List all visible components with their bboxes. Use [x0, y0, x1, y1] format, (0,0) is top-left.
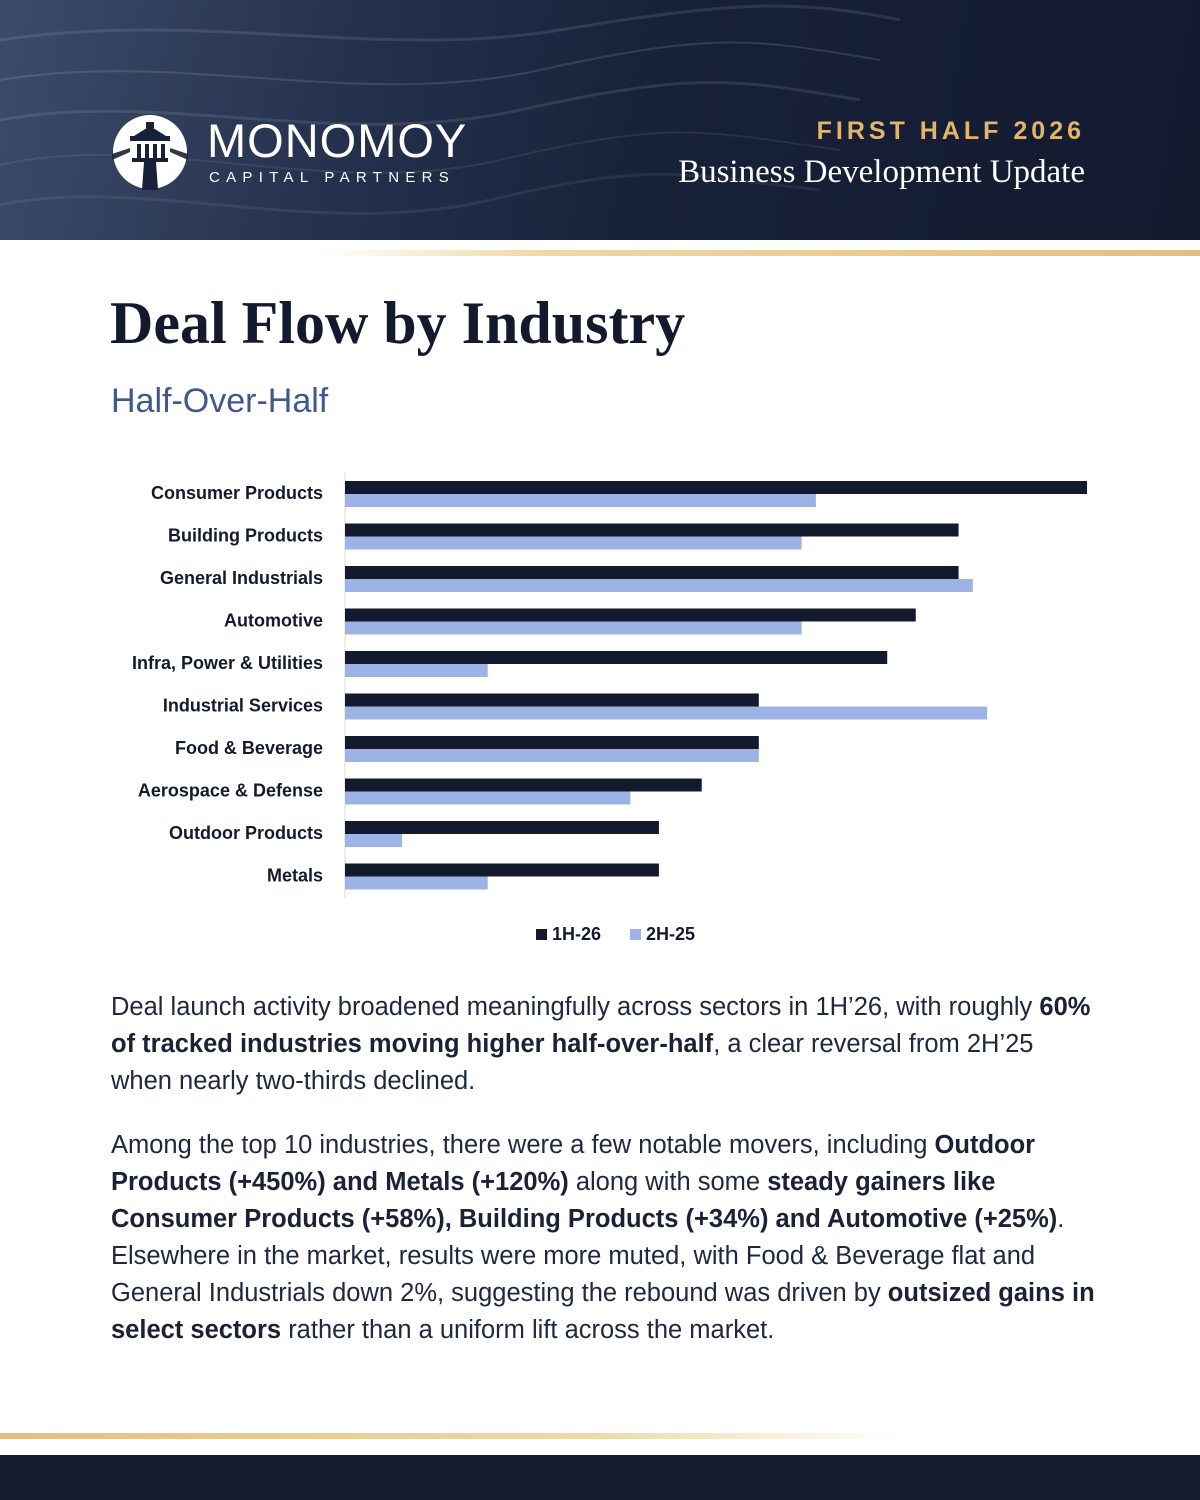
text-run: . Elsewhere in the market, results were … — [111, 1205, 1065, 1307]
category-label: Consumer Products — [151, 483, 323, 503]
category-label: General Industrials — [160, 568, 323, 588]
category-label: Metals — [267, 866, 323, 886]
category-label: Industrial Services — [163, 696, 323, 716]
category-label: Infra, Power & Utilities — [132, 653, 323, 673]
bar-2h-25-3 — [345, 621, 802, 635]
bar-2h-25-4 — [345, 664, 488, 677]
gold-divider-top — [320, 250, 1200, 256]
bar-1h-26-1 — [345, 523, 959, 537]
report-title: Business Development Update — [678, 154, 1085, 190]
legend-swatch-1 — [630, 929, 641, 940]
gold-divider-bottom — [0, 1433, 1200, 1439]
category-label: Automotive — [224, 611, 323, 631]
bar-1h-26-5 — [345, 693, 759, 707]
bold-text: 60% of tracked industries moving higher … — [111, 993, 1091, 1058]
bar-2h-25-6 — [345, 749, 759, 762]
bar-1h-26-9 — [345, 863, 659, 877]
legend-label-1: 2H-25 — [646, 924, 695, 944]
bar-2h-25-0 — [345, 494, 816, 507]
report-period: FIRST HALF 2026 — [816, 117, 1085, 145]
legend-label-0: 1H-26 — [552, 924, 601, 944]
summary-paragraph-2: Among the top 10 industries, there were … — [111, 1127, 1101, 1349]
bold-text: outsized gains in select sectors — [111, 1279, 1095, 1344]
header-banner: MONOMOY CAPITAL PARTNERS FIRST HALF 2026… — [0, 0, 1200, 240]
category-label: Building Products — [168, 526, 323, 546]
bar-2h-25-1 — [345, 536, 802, 550]
bar-2h-25-2 — [345, 579, 973, 592]
legend-swatch-0 — [536, 929, 547, 940]
category-label: Aerospace & Defense — [138, 781, 323, 801]
page-title: Deal Flow by Industry — [110, 290, 686, 356]
bar-2h-25-5 — [345, 706, 988, 720]
bar-1h-26-2 — [345, 566, 959, 579]
deal-flow-bar-chart: Consumer Products Building Products Genera… — [132, 472, 1087, 944]
text-run: Among the top 10 industries, there were … — [111, 1131, 935, 1159]
summary-paragraph-1: Deal launch activity broadened meaningfu… — [111, 989, 1101, 1100]
page-subtitle: Half-Over-Half — [111, 382, 329, 420]
bold-text: steady gainers like Consumer Products (+… — [111, 1168, 1058, 1233]
category-label: Food & Beverage — [175, 738, 323, 758]
category-label: Outdoor Products — [169, 823, 323, 843]
bar-1h-26-0 — [345, 481, 1087, 494]
brand-name: MONOMOY — [207, 114, 468, 167]
text-run: rather than a uniform lift across the ma… — [281, 1316, 775, 1344]
footer-bar — [0, 1455, 1200, 1500]
lighthouse-logo-icon — [112, 115, 188, 190]
bar-2h-25-9 — [345, 876, 488, 890]
text-run: Deal launch activity broadened meaningfu… — [111, 993, 1040, 1021]
text-run: , a clear reversal from 2H’25 when nearl… — [111, 1030, 1034, 1095]
bold-text: Outdoor Products (+450%) and Metals (+12… — [111, 1131, 1036, 1196]
bar-1h-26-4 — [345, 651, 888, 664]
bar-1h-26-6 — [345, 736, 759, 749]
bar-1h-26-8 — [345, 821, 659, 834]
bar-1h-26-3 — [345, 608, 916, 622]
brand-subtitle: CAPITAL PARTNERS — [209, 169, 456, 186]
text-run: along with some — [568, 1168, 768, 1196]
bar-1h-26-7 — [345, 778, 702, 792]
bar-2h-25-8 — [345, 834, 403, 847]
bar-2h-25-7 — [345, 791, 631, 805]
